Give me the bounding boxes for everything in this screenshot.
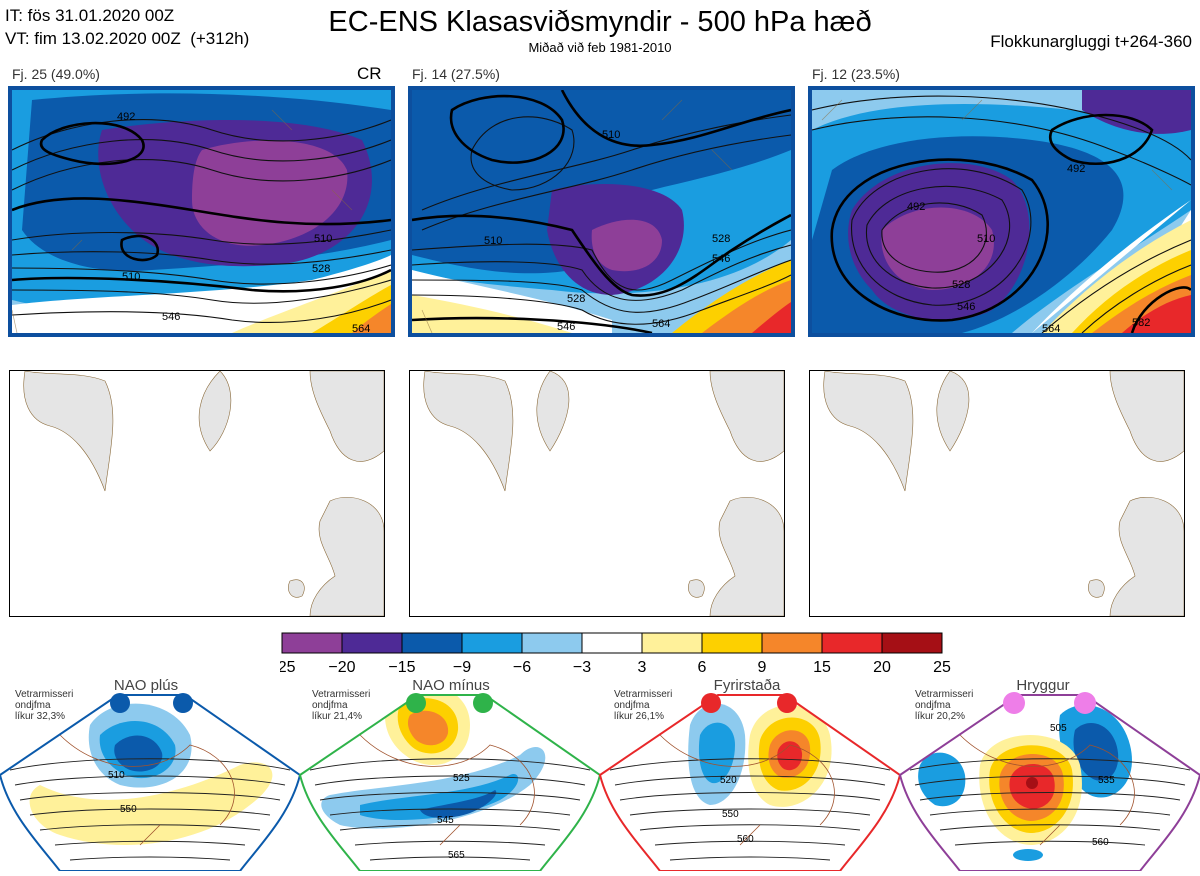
regime-note-ridge: Vetrarmisseri ondjfma líkur 20,2%: [915, 689, 974, 722]
colorbar-swatch: [701, 632, 763, 654]
contour-label: 546: [162, 311, 180, 323]
contour-label: 564: [1042, 323, 1060, 333]
anomaly-map-1[interactable]: [9, 370, 385, 617]
regime-svg: 510 550 525 545 565 520 550 560 505 535 …: [0, 694, 1200, 872]
regime-contour-label: 520: [720, 775, 737, 786]
colorbar-tick-label: −25: [280, 659, 296, 676]
colorbar-tick-label: −20: [328, 659, 355, 676]
regime-contour-label: 505: [1050, 723, 1067, 734]
colorbar-tick-label: 9: [758, 659, 767, 676]
contour-label: 510: [484, 235, 502, 247]
regime-title-nao-minus: NAO mínus: [412, 677, 490, 694]
regime-title-nao-plus: NAO plús: [113, 677, 179, 694]
regime-contour-label: 510: [108, 770, 125, 781]
contour-label: 510: [602, 129, 620, 141]
colorbar-tick-label: −9: [453, 659, 471, 676]
contour-label: 528: [952, 279, 970, 291]
cluster-1-map[interactable]: 492 510 510 528 546 564: [8, 86, 395, 337]
colorbar-tick-label: −3: [573, 659, 591, 676]
regime-contour-label: 560: [1092, 837, 1109, 848]
contour-label: 492: [1067, 163, 1085, 175]
colorbar-swatch: [521, 632, 583, 654]
contour-label: 510: [122, 271, 140, 283]
regime-dot[interactable]: [173, 693, 193, 713]
regime-note-blocking: Vetrarmisseri ondjfma líkur 26,1%: [614, 689, 673, 722]
contour-label: 510: [314, 233, 332, 245]
contour-label: 528: [567, 293, 585, 305]
regime-contour-label: 545: [437, 815, 454, 826]
contour-label: 564: [652, 318, 670, 330]
cluster-1-label: Fj. 25 (49.0%): [12, 66, 100, 82]
regime-dot[interactable]: [110, 693, 130, 713]
regime-note-nao-plus: Vetrarmisseri ondjfma líkur 32,3%: [15, 689, 74, 722]
cluster-2-label: Fj. 14 (27.5%): [412, 66, 500, 82]
contour-label: 546: [557, 321, 575, 333]
colorbar-tick-label: 25: [933, 659, 951, 676]
colorbar-swatch: [761, 632, 823, 654]
regime-contour-label: 550: [120, 804, 137, 815]
colorbar-svg: −25 −20 −15 −9 −6 −3 3 6 9 15 20 25: [268, 632, 951, 676]
colorbar-tick-label: −15: [388, 659, 415, 676]
regime-title-blocking: Fyrirstaða: [713, 677, 781, 694]
cluster-window-label: Flokkunargluggi t+264-360: [990, 32, 1192, 51]
colorbar-swatch: [581, 632, 643, 654]
colorbar-swatch: [881, 632, 943, 654]
regime-dot[interactable]: [1003, 692, 1025, 714]
colorbar-swatch: [641, 632, 703, 654]
colorbar-swatch: [461, 632, 523, 654]
regime-dot[interactable]: [701, 693, 721, 713]
regime-dot[interactable]: [473, 693, 493, 713]
colorbar-tick-label: 15: [813, 659, 831, 676]
regime-contour-label: 535: [1098, 775, 1115, 786]
colorbar-tick-label: 6: [698, 659, 707, 676]
init-time: IT: fös 31.01.2020 00Z: [5, 6, 175, 25]
contour-label: 528: [712, 233, 730, 245]
anomaly-map-3[interactable]: [809, 370, 1185, 617]
page-subtitle: Miðað við feb 1981-2010: [528, 40, 672, 55]
contour-label: 564: [352, 323, 370, 333]
regime-contour-label: 550: [722, 809, 739, 820]
regime-title-ridge: Hryggur: [1016, 677, 1070, 694]
valid-time: VT: fim 13.02.2020 00Z (+312h): [5, 29, 250, 48]
cluster-1-tag: CR: [357, 64, 382, 83]
colorbar-swatch: [821, 632, 883, 654]
regime-contour-label: 525: [453, 773, 470, 784]
regime-dot[interactable]: [777, 693, 797, 713]
colorbar-tick-label: 3: [638, 659, 647, 676]
colorbar-swatch: [341, 632, 403, 654]
regime-note-nao-minus: Vetrarmisseri ondjfma líkur 21,4%: [312, 689, 371, 722]
colorbar-tick-label: 20: [873, 659, 891, 676]
cluster-2-map[interactable]: 510 510 528 528 546 546 564: [408, 86, 795, 337]
contour-label: 492: [117, 111, 135, 123]
anomaly-map-2[interactable]: [409, 370, 785, 617]
contour-label: 492: [907, 201, 925, 213]
header-info: IT: fös 31.01.2020 00Z VT: fim 13.02.2020…: [5, 4, 249, 50]
contour-label: 510: [977, 233, 995, 245]
cluster-3-label: Fj. 12 (23.5%): [812, 66, 900, 82]
page-title: EC-ENS Klasasviðsmyndir - 500 hPa hæð: [328, 6, 872, 38]
regime-contour-label: 560: [737, 834, 754, 845]
regime-dot[interactable]: [406, 693, 426, 713]
colorbar: −25 −20 −15 −9 −6 −3 3 6 9 15 20 25: [268, 632, 960, 682]
cluster-3-map[interactable]: 492 492 510 528 546 564 582: [808, 86, 1195, 337]
contour-label: 528: [312, 263, 330, 275]
contour-label: 582: [1132, 317, 1150, 329]
contour-label: 546: [957, 301, 975, 313]
contour-label: 546: [712, 253, 730, 265]
regime-dot[interactable]: [1074, 692, 1096, 714]
colorbar-swatch: [401, 632, 463, 654]
colorbar-tick-label: −6: [513, 659, 531, 676]
regime-panels: 510 550 525 545 565 520 550 560 505 535 …: [0, 675, 1200, 872]
colorbar-swatch: [281, 632, 343, 654]
regime-contour-label: 565: [448, 850, 465, 861]
